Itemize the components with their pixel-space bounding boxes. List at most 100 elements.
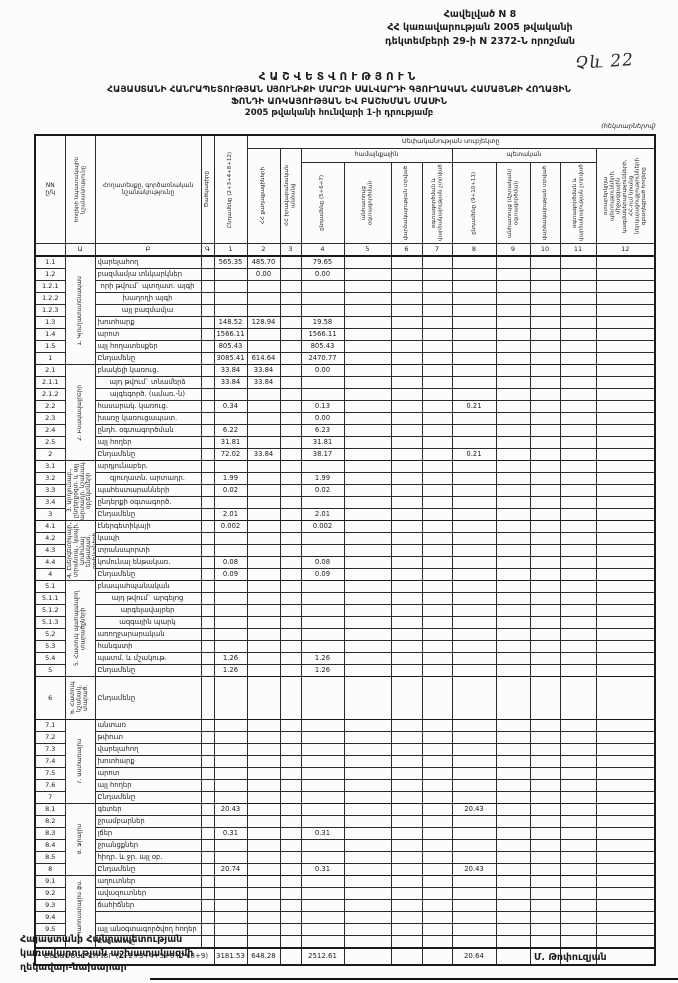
value-cell-9 xyxy=(495,316,531,329)
code-cell xyxy=(200,364,215,377)
value-cell-1 xyxy=(213,544,248,557)
landtype-cell xyxy=(94,911,202,924)
value-cell-10 xyxy=(529,640,561,653)
value-cell-2: 33.84 xyxy=(246,448,281,461)
table-row: 4.3 տրանսպորտի xyxy=(34,544,656,557)
value-cell-2: 33.84 xyxy=(246,364,281,377)
header-col12: օտարերկրյա պետությունների, միջազգային կա… xyxy=(595,148,656,244)
value-cell-2 xyxy=(246,863,281,876)
value-cell-7 xyxy=(421,640,453,653)
value-cell-5 xyxy=(343,839,392,852)
column-index-row: Ա Բ Գ 1 2 3 4 5 6 7 8 9 10 11 12 xyxy=(34,243,656,257)
value-cell-11 xyxy=(559,556,597,569)
value-cell-9 xyxy=(495,532,531,545)
value-cell-5 xyxy=(343,400,392,413)
value-cell-10 xyxy=(529,875,561,888)
value-cell-1: 33.84 xyxy=(213,376,248,389)
column-index-cell: 1 xyxy=(213,243,248,257)
value-cell-4: 1.26 xyxy=(300,652,345,665)
value-cell-11 xyxy=(559,448,597,461)
category-cell: 2. Բնակավայրերի xyxy=(64,364,96,461)
row-number-cell: 5 xyxy=(34,664,66,677)
value-cell-7 xyxy=(421,448,453,461)
grand-total-value-4: 2512.61 xyxy=(300,947,345,966)
value-cell-2: 33.84 xyxy=(246,376,281,389)
code-cell xyxy=(200,911,215,924)
value-cell-2 xyxy=(246,328,281,341)
value-cell-10 xyxy=(529,580,561,593)
value-cell-7 xyxy=(421,815,453,828)
landtype-cell: բնակելի կառուց. xyxy=(94,364,202,377)
row-number-cell: 1.2.2 xyxy=(34,292,66,305)
table-row: 3.3 պահեստարանների 0.02 0.02 xyxy=(34,484,656,497)
value-cell-7 xyxy=(421,743,453,756)
table-row: 1.2.2 խաղողի այգի xyxy=(34,292,656,305)
value-cell-12 xyxy=(595,424,656,437)
code-cell xyxy=(200,616,215,629)
code-cell xyxy=(200,863,215,876)
value-cell-2 xyxy=(246,460,281,473)
grand-total-value-9 xyxy=(495,947,531,966)
value-cell-3 xyxy=(279,328,302,341)
value-cell-1 xyxy=(213,923,248,936)
value-cell-5 xyxy=(343,935,392,949)
value-cell-12 xyxy=(595,863,656,876)
landtype-cell: գետեր xyxy=(94,803,202,816)
value-cell-12 xyxy=(595,268,656,281)
value-cell-1 xyxy=(213,731,248,744)
value-cell-2 xyxy=(246,664,281,677)
value-cell-7 xyxy=(421,520,453,533)
value-cell-7 xyxy=(421,484,453,497)
value-cell-8 xyxy=(451,340,497,353)
value-cell-11 xyxy=(559,364,597,377)
row-number-cell: 3.1 xyxy=(34,460,66,473)
row-number-cell: 1.2 xyxy=(34,268,66,281)
table-row: 8.1 8. Ջրային գետեր 20.43 20.43 xyxy=(34,803,656,876)
code-cell xyxy=(200,815,215,828)
value-cell-7 xyxy=(421,328,453,341)
value-cell-3 xyxy=(279,436,302,449)
value-cell-8 xyxy=(451,839,497,852)
value-cell-5 xyxy=(343,532,392,545)
value-cell-10 xyxy=(529,652,561,665)
value-cell-4 xyxy=(300,839,345,852)
value-cell-11 xyxy=(559,412,597,425)
column-index-cell: 9 xyxy=(495,243,531,257)
value-cell-7 xyxy=(421,352,453,365)
value-cell-12 xyxy=(595,887,656,900)
value-cell-3 xyxy=(279,592,302,605)
landtype-cell: ընդերքի օգտագործ. xyxy=(94,496,202,509)
value-cell-1 xyxy=(213,604,248,617)
value-cell-8 xyxy=(451,376,497,389)
value-cell-11 xyxy=(559,292,597,305)
landtype-cell: ընդհ. օգտագործման xyxy=(94,424,202,437)
value-cell-7 xyxy=(421,304,453,317)
table-row: 2.3 խառը կառուցապատ. 0.00 xyxy=(34,412,656,425)
value-cell-9 xyxy=(495,628,531,641)
value-cell-4: 805.43 xyxy=(300,340,345,353)
code-cell xyxy=(200,508,215,521)
value-cell-9 xyxy=(495,388,531,401)
value-cell-1: 0.09 xyxy=(213,568,248,581)
value-cell-8 xyxy=(451,719,497,732)
landtype-cell: տրանսպորտի xyxy=(94,544,202,557)
value-cell-2 xyxy=(246,472,281,485)
table-row: 8.2 ջրամբարներ xyxy=(34,815,656,828)
value-cell-9 xyxy=(495,580,531,593)
title-line-3: ՖՈՆԴԻ ԱՌԿԱՅՈՒԹՅԱՆ ԵՎ ԲԱՇԽՄԱՆ ՄԱՍԻՆ xyxy=(231,97,447,108)
value-cell-7 xyxy=(421,863,453,876)
table-row: 7.1 7. Անտառային անտառ xyxy=(34,719,656,804)
value-cell-7 xyxy=(421,400,453,413)
value-cell-11 xyxy=(559,640,597,653)
category-label: 5. Հատուկ պահպանվող տարածքների xyxy=(73,590,86,667)
value-cell-4: 0.09 xyxy=(300,568,345,581)
value-cell-10 xyxy=(529,604,561,617)
value-cell-8 xyxy=(451,592,497,605)
table-row: 8.5 հիդր. և ջր. այլ օբ. xyxy=(34,851,656,864)
value-cell-4: 2470.77 xyxy=(300,352,345,365)
grand-total-value-6 xyxy=(390,947,423,966)
value-cell-8 xyxy=(451,580,497,593)
table-header: NN ը/կ հողերի նպատակային նշանակությունը … xyxy=(34,134,656,257)
value-cell-2: 485.70 xyxy=(246,255,281,269)
landtype-cell: խոտհարք xyxy=(94,755,202,768)
